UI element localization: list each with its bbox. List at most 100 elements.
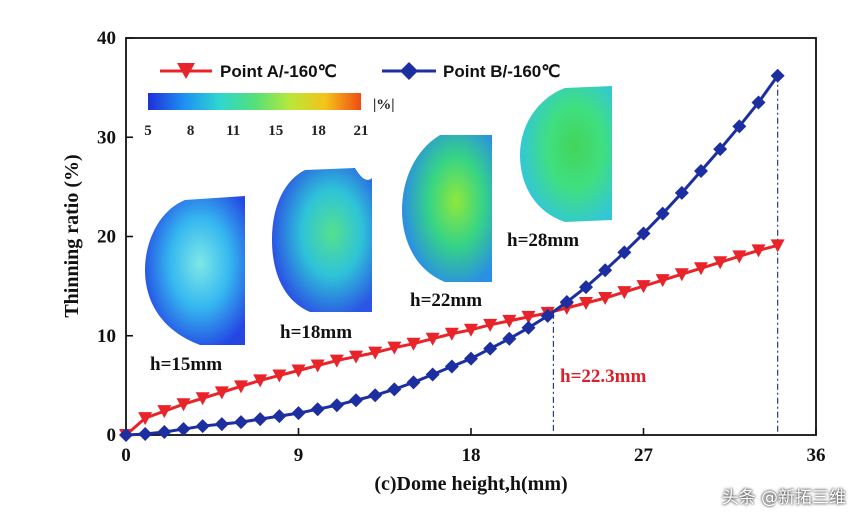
data-point-a bbox=[694, 262, 708, 276]
data-point-a bbox=[713, 256, 728, 270]
data-point-b bbox=[521, 320, 536, 335]
colorbar-tick-label: 8 bbox=[187, 123, 195, 139]
data-point-a bbox=[617, 286, 632, 300]
inset-h18: h=18mm bbox=[272, 168, 372, 343]
data-point-a bbox=[521, 310, 536, 324]
data-point-b bbox=[214, 417, 229, 432]
data-point-b bbox=[579, 280, 593, 295]
inset-h22-label: h=22mm bbox=[410, 290, 482, 311]
data-point-b bbox=[272, 409, 287, 424]
legend-marker-b bbox=[400, 62, 418, 80]
inset-h15: h=15mm bbox=[145, 196, 245, 375]
intersection-label: h=22.3mm bbox=[560, 366, 646, 387]
data-point-a bbox=[157, 405, 172, 419]
series-layer bbox=[119, 68, 785, 442]
data-point-b bbox=[368, 388, 383, 403]
data-point-b bbox=[655, 206, 670, 221]
data-point-a bbox=[483, 318, 498, 332]
data-point-b bbox=[253, 412, 268, 427]
colorbar: 5 8 11 15 18 21 |%| bbox=[144, 93, 395, 139]
y-axis-title: Thinning ratio (%) bbox=[61, 154, 83, 317]
data-point-b bbox=[387, 382, 402, 397]
data-point-a bbox=[464, 323, 478, 337]
colorbar-ticks: 5 8 11 15 18 21 bbox=[144, 123, 368, 139]
data-point-a bbox=[349, 350, 363, 364]
data-point-a bbox=[579, 296, 593, 310]
data-point-a bbox=[234, 380, 248, 394]
inset-h28: h=28mm bbox=[507, 86, 612, 251]
data-point-b bbox=[291, 406, 306, 421]
data-point-a bbox=[214, 386, 229, 400]
data-point-b bbox=[674, 185, 689, 200]
data-point-a bbox=[291, 364, 306, 378]
data-point-b bbox=[119, 428, 133, 442]
data-point-a bbox=[176, 398, 191, 412]
x-tick-label: 9 bbox=[294, 445, 304, 466]
data-point-a bbox=[598, 292, 613, 306]
data-point-a bbox=[425, 332, 440, 346]
data-point-a bbox=[636, 280, 651, 294]
data-point-b bbox=[713, 142, 728, 157]
legend-label-a: Point A/-160℃ bbox=[220, 62, 337, 81]
data-point-b bbox=[732, 119, 747, 134]
data-point-b bbox=[617, 245, 632, 260]
colorbar-tick-label: 15 bbox=[268, 123, 283, 139]
colorbar-bar bbox=[148, 93, 361, 110]
data-point-a bbox=[368, 346, 383, 360]
data-point-a bbox=[502, 314, 517, 328]
guide-lines bbox=[552, 75, 779, 435]
data-point-b bbox=[444, 359, 459, 374]
x-tick-label: 27 bbox=[634, 445, 654, 466]
y-tick-label: 10 bbox=[97, 326, 116, 347]
colorbar-tick-label: 21 bbox=[354, 123, 369, 139]
inset-h15-label: h=15mm bbox=[150, 354, 222, 375]
data-point-a bbox=[655, 274, 670, 288]
data-point-b bbox=[329, 398, 344, 413]
inset-h18-label: h=18mm bbox=[280, 322, 352, 343]
data-point-b bbox=[540, 308, 555, 323]
data-point-a bbox=[770, 239, 785, 253]
data-point-a bbox=[387, 341, 402, 355]
data-point-a bbox=[195, 392, 210, 406]
data-point-a bbox=[406, 337, 421, 351]
data-point-b bbox=[694, 163, 708, 178]
colorbar-tick-label: 11 bbox=[226, 123, 240, 139]
data-point-a bbox=[751, 244, 766, 258]
y-tick-label: 20 bbox=[97, 227, 116, 248]
inset-h22-map bbox=[402, 135, 492, 282]
data-point-b bbox=[425, 367, 440, 382]
inset-h28-map bbox=[520, 86, 612, 222]
data-point-b bbox=[598, 263, 613, 278]
data-point-b bbox=[195, 419, 210, 434]
data-point-b bbox=[502, 331, 517, 346]
data-point-a bbox=[272, 369, 287, 383]
legend-label-b: Point B/-160℃ bbox=[443, 62, 560, 81]
data-point-b bbox=[483, 341, 498, 356]
data-point-b bbox=[234, 415, 248, 430]
data-point-b bbox=[464, 351, 478, 366]
data-point-b bbox=[138, 427, 153, 442]
colorbar-unit: |%| bbox=[373, 97, 395, 113]
data-point-a bbox=[310, 359, 325, 373]
x-tick-label: 36 bbox=[807, 445, 826, 466]
watermark: 头条 @新拓三维 bbox=[721, 488, 846, 508]
legend: Point A/-160℃ Point B/-160℃ bbox=[160, 62, 560, 81]
data-point-a bbox=[138, 412, 153, 426]
inset-h22: h=22mm bbox=[402, 135, 492, 311]
data-point-b bbox=[406, 375, 421, 390]
data-point-b bbox=[751, 95, 766, 110]
data-point-b bbox=[157, 425, 172, 440]
data-point-b bbox=[310, 402, 325, 417]
data-point-a bbox=[674, 268, 689, 282]
data-point-b bbox=[349, 393, 363, 408]
inset-h15-map bbox=[145, 196, 245, 345]
data-point-a bbox=[253, 374, 268, 388]
data-point-a bbox=[732, 250, 747, 264]
y-tick-label: 40 bbox=[97, 28, 116, 49]
inset-h18-map bbox=[272, 168, 372, 312]
colorbar-tick-label: 18 bbox=[311, 123, 326, 139]
legend-marker-a bbox=[177, 63, 195, 79]
x-tick-label: 0 bbox=[121, 445, 131, 466]
y-tick-label: 0 bbox=[107, 425, 117, 446]
